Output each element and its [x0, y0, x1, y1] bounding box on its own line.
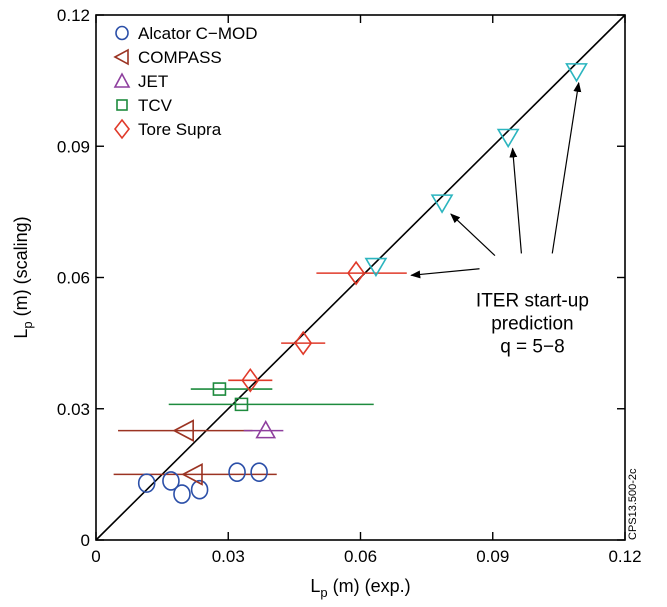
- x-axis-label: Lp (m) (exp.): [310, 576, 410, 600]
- iter-start-up-point: [496, 128, 520, 149]
- legend-compass-label: COMPASS: [138, 48, 222, 67]
- annotation-arrow: [450, 213, 496, 257]
- compass-point: [172, 419, 194, 442]
- alcator-c-mod-point: [162, 471, 180, 491]
- x-tick-label: 0.12: [608, 547, 641, 566]
- legend-tore-supra-marker: [113, 118, 131, 140]
- tore-supra-point: [241, 367, 260, 393]
- iter-start-up-point: [430, 194, 454, 214]
- legend-compass-marker: [113, 48, 129, 66]
- x-tick-label: 0.06: [344, 547, 377, 566]
- annotation-arrow: [551, 81, 582, 254]
- x-tick-label: 0: [91, 547, 100, 566]
- iter-start-up-point: [364, 257, 388, 278]
- alcator-c-mod-point: [190, 479, 209, 500]
- alcator-c-mod-point: [250, 462, 268, 482]
- legend-jet-label: JET: [138, 72, 168, 91]
- annotation-line: q = 5−8: [500, 336, 564, 357]
- annotation-arrow: [509, 147, 523, 254]
- y-tick-label: 0.06: [57, 269, 90, 288]
- legend-tcv-label: TCV: [138, 96, 173, 115]
- compass-point: [181, 463, 203, 486]
- y-tick-label: 0.09: [57, 137, 90, 156]
- y-tick-label: 0: [81, 531, 90, 550]
- x-tick-label: 0.09: [476, 547, 509, 566]
- annotation-line: ITER start-up: [476, 290, 589, 311]
- jet-point: [255, 419, 277, 439]
- legend-jet-marker: [113, 72, 131, 88]
- x-tick-label: 0.03: [212, 547, 245, 566]
- y-tick-label: 0.12: [57, 6, 90, 25]
- iter-start-up-point: [565, 63, 588, 83]
- tore-supra-point: [294, 330, 313, 356]
- alcator-c-mod-point: [173, 484, 191, 504]
- legend-tcv-marker: [116, 99, 128, 111]
- annotation-arrow: [410, 268, 480, 279]
- legend-alcator-c-mod-label: Alcator C−MOD: [138, 24, 258, 43]
- annotation-line: prediction: [491, 313, 573, 334]
- alcator-c-mod-point: [228, 462, 246, 482]
- tcv-point: [212, 382, 227, 396]
- alcator-c-mod-point: [137, 473, 156, 493]
- tore-supra-point: [347, 260, 366, 286]
- y-axis-label: Lp (m) (scaling): [11, 216, 35, 338]
- figure-code-label: CPS13.500-2c: [627, 468, 639, 540]
- legend-tore-supra-label: Tore Supra: [138, 120, 222, 139]
- tcv-point: [234, 397, 249, 412]
- legend-alcator-c-mod-marker: [115, 25, 129, 41]
- y-tick-label: 0.03: [57, 400, 90, 419]
